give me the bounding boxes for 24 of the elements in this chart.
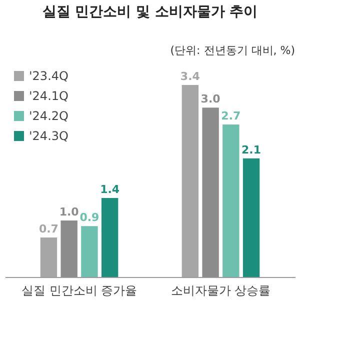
x-tick-label: 소비자물가 상승률 xyxy=(170,284,271,298)
data-label: 3.4 xyxy=(180,70,200,84)
bar xyxy=(40,237,58,277)
bar xyxy=(182,85,199,277)
data-label: 0.7 xyxy=(38,222,58,236)
data-label: 1.0 xyxy=(59,206,80,219)
bar xyxy=(101,198,118,277)
data-label: 1.4 xyxy=(100,182,120,196)
bar xyxy=(81,226,98,277)
chart-subtitle: (단위: 전년동기 대비, %) xyxy=(170,44,295,57)
data-label: 2.1 xyxy=(242,143,262,156)
legend-label: '23.4Q xyxy=(29,69,68,83)
bar xyxy=(242,158,260,277)
data-label: 0.9 xyxy=(80,211,100,224)
legend-label: '24.1Q xyxy=(29,89,68,103)
bar xyxy=(60,220,78,277)
chart-title: 실질 민간소비 및 소비자물가 추이 xyxy=(42,4,258,20)
bar xyxy=(222,124,240,277)
legend-label: '24.3Q xyxy=(29,129,68,143)
x-tick-label: 실질 민간소비 증가율 xyxy=(21,284,138,298)
data-label: 3.0 xyxy=(200,92,221,106)
data-label: 2.7 xyxy=(221,110,241,123)
bar xyxy=(202,108,219,277)
legend-label: '24.2Q xyxy=(29,109,68,123)
